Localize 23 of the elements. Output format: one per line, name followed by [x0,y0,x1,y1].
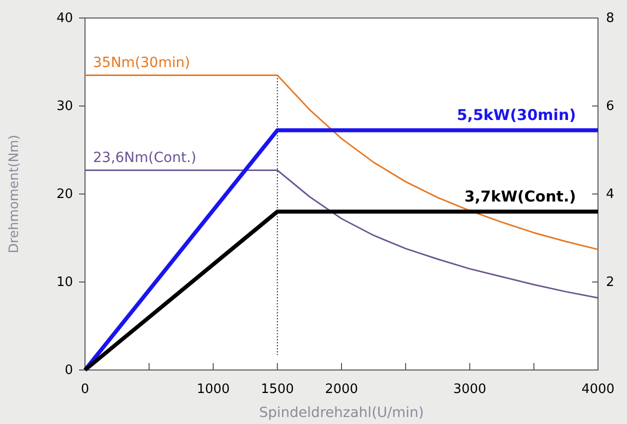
series-label: 23,6Nm(Cont.) [93,150,196,166]
x-tick-label: 3000 [453,382,486,398]
line-series [84,74,599,250]
line-series [84,169,599,299]
y2-tick-label: 4 [606,187,614,202]
x-tick-label: 2000 [324,382,358,398]
x-tick-label: 1500 [260,382,294,398]
x-tick-label: 0 [80,382,90,398]
y-tick-label: 0 [64,363,73,378]
series-label: 35Nm(30min) [93,55,190,72]
y-tick-label: 30 [56,99,73,114]
series-label: 5,5kW(30min) [456,106,576,124]
y-tick-label: 20 [56,187,73,202]
y2-tick-label: 6 [606,99,614,114]
x-axis-title: Spindeldrehzahl(U/min) [259,405,424,421]
y-axis-title: Drehmoment(Nm) [7,134,22,254]
y2-tick-label: 2 [606,275,614,290]
x-tick-label: 1000 [196,382,230,398]
x-tick-label: 4000 [581,382,615,398]
y2-tick-label: 8 [606,11,614,26]
y-tick-label: 10 [56,275,73,290]
y-tick-label: 40 [56,11,73,26]
series-label: 3,7kW(Cont.) [464,188,576,206]
